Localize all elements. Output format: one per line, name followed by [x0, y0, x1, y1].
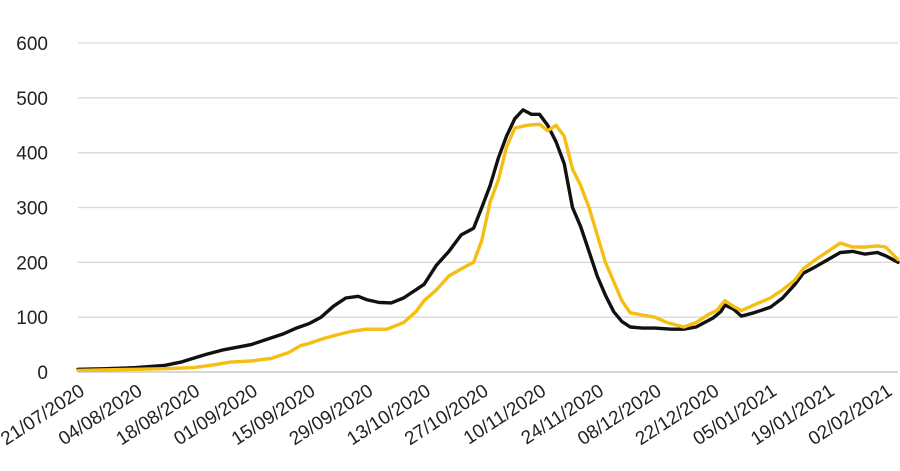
x-axis-ticks: 21/07/202004/08/202018/08/202001/09/2020… [0, 381, 896, 450]
y-tick-label: 0 [37, 363, 48, 384]
series-line-2 [76, 122, 900, 373]
series-lines [76, 108, 900, 373]
y-tick-label: 100 [16, 308, 48, 329]
y-tick-label: 400 [16, 144, 48, 165]
series-line-1 [76, 108, 900, 371]
y-tick-label: 500 [16, 89, 48, 110]
y-axis-ticks: 0 100 200 300 400 500 600 [16, 34, 48, 384]
y-tick-label: 300 [16, 199, 48, 220]
gridlines [78, 42, 898, 373]
y-tick-label: 200 [16, 253, 48, 274]
y-tick-label: 600 [16, 34, 48, 55]
